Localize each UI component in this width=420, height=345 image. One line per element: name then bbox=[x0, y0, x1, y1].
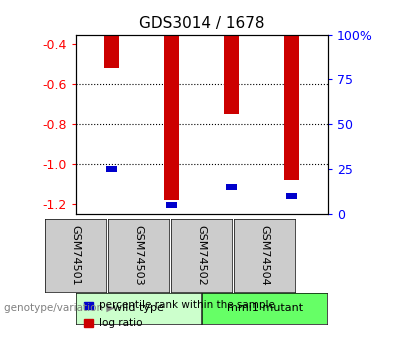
Bar bbox=[166, 202, 177, 208]
Text: log ratio: log ratio bbox=[99, 318, 142, 327]
Bar bbox=[104, 0, 119, 68]
Text: mmi1 mutant: mmi1 mutant bbox=[226, 303, 303, 313]
Bar bbox=[84, 319, 93, 327]
Text: GSM74504: GSM74504 bbox=[260, 225, 270, 286]
Text: percentile rank within the sample: percentile rank within the sample bbox=[99, 300, 275, 310]
Bar bbox=[226, 184, 237, 190]
Bar bbox=[106, 166, 117, 172]
Text: wild type: wild type bbox=[113, 303, 164, 313]
Title: GDS3014 / 1678: GDS3014 / 1678 bbox=[139, 16, 264, 31]
Bar bbox=[286, 193, 297, 199]
Bar bbox=[164, 0, 179, 200]
Text: GSM74501: GSM74501 bbox=[71, 225, 81, 286]
Text: GSM74503: GSM74503 bbox=[134, 225, 144, 286]
Bar bbox=[224, 0, 239, 114]
Text: GSM74502: GSM74502 bbox=[197, 225, 207, 286]
Bar bbox=[84, 302, 93, 309]
Text: genotype/variation ▶: genotype/variation ▶ bbox=[4, 303, 115, 313]
Bar bbox=[284, 0, 299, 180]
